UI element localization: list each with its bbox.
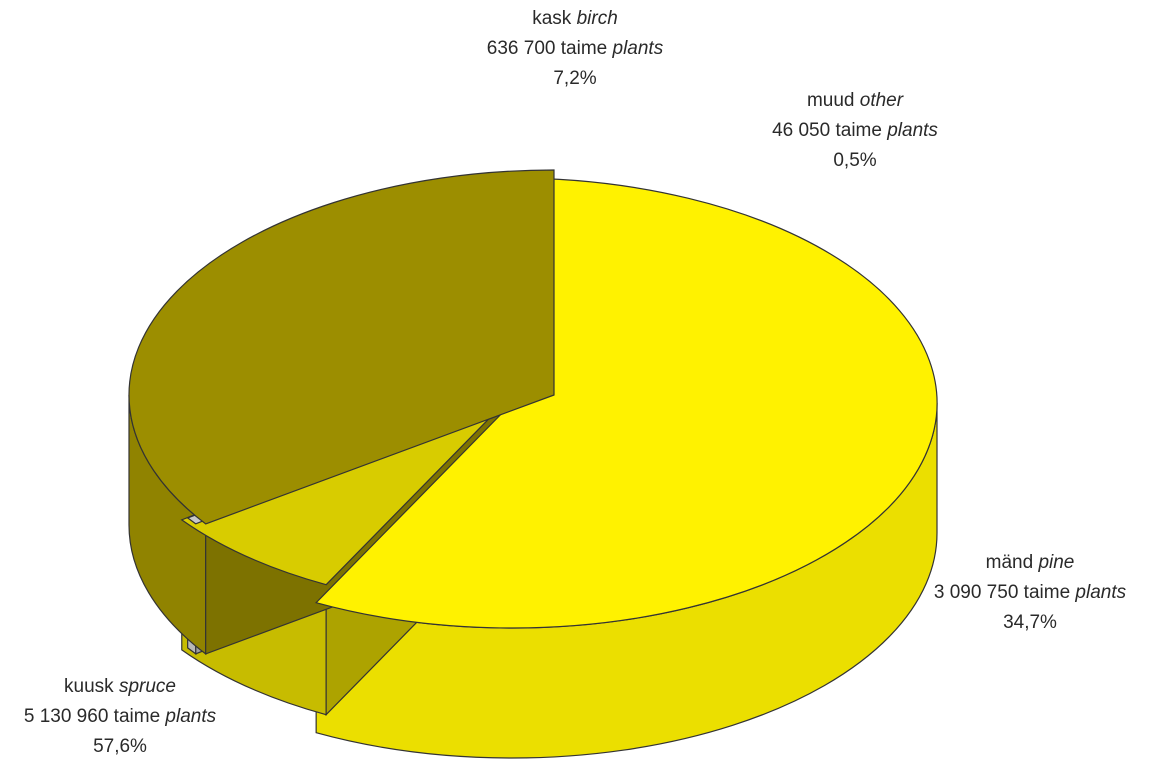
label-birch-value: 636 700 (486, 38, 556, 59)
label-birch-name-et: kask (532, 8, 572, 29)
label-spruce-unit-et: taime (113, 706, 161, 727)
label-birch-unit-et: taime (560, 38, 608, 59)
label-birch-name-en: birch (576, 8, 618, 29)
pie-slice-pine (128, 169, 555, 525)
label-pine-unit-en: plants (1075, 582, 1127, 603)
label-spruce-percent: 57,6% (93, 736, 147, 757)
pie-slice-spruce (315, 177, 938, 629)
label-spruce-name-et: kuusk (64, 676, 114, 697)
label-pine: mänd pine 3 090 750 taime plants 34,7% (915, 548, 1145, 638)
label-other-name-et: muud (806, 90, 855, 111)
pie-tops (128, 169, 938, 629)
label-pine-name-en: pine (1038, 552, 1075, 573)
label-other: muud other 46 050 taime plants 0,5% (740, 86, 970, 176)
label-birch: kask birch 636 700 taime plants 7,2% (470, 4, 680, 94)
label-spruce-unit-en: plants (165, 706, 217, 727)
label-spruce-name-en: spruce (118, 676, 176, 697)
label-pine-unit-et: taime (1023, 582, 1071, 603)
label-birch-unit-en: plants (612, 38, 664, 59)
label-other-name-en: other (859, 90, 904, 111)
label-other-percent: 0,5% (833, 150, 877, 171)
label-pine-name-et: mänd (985, 552, 1034, 573)
label-spruce: kuusk spruce 5 130 960 taime plants 57,6… (0, 672, 240, 762)
label-pine-value: 3 090 750 (933, 582, 1019, 603)
label-spruce-value: 5 130 960 (23, 706, 109, 727)
label-other-value: 46 050 (772, 120, 831, 141)
label-pine-percent: 34,7% (1003, 612, 1057, 633)
label-other-unit-et: taime (835, 120, 882, 141)
label-other-unit-en: plants (887, 120, 938, 141)
label-birch-percent: 7,2% (553, 68, 597, 89)
